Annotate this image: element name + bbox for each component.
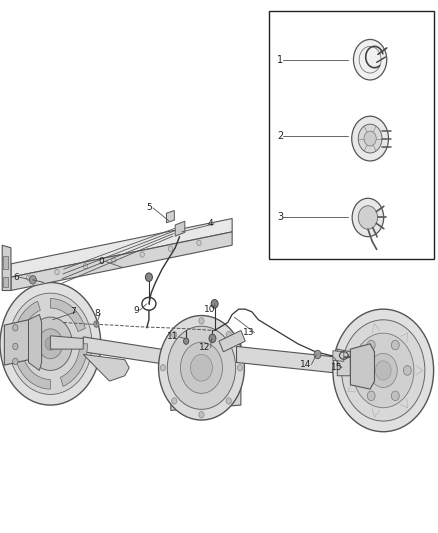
Circle shape [26,275,31,280]
Text: 8: 8 [94,309,100,318]
Circle shape [94,321,99,327]
Circle shape [333,309,434,432]
Polygon shape [83,337,171,365]
Polygon shape [171,330,241,410]
Text: 11: 11 [167,333,179,341]
Circle shape [13,343,18,350]
Circle shape [45,337,56,350]
Circle shape [199,411,204,418]
Polygon shape [333,351,344,361]
Circle shape [28,317,72,370]
Circle shape [160,365,166,371]
Polygon shape [2,245,11,290]
Text: 1: 1 [277,55,283,64]
Bar [269,11,434,259]
Circle shape [353,39,387,80]
Circle shape [55,269,59,274]
Circle shape [184,338,189,344]
Circle shape [180,342,223,393]
Polygon shape [4,320,31,365]
Circle shape [211,300,218,308]
Circle shape [352,198,384,237]
Polygon shape [350,344,374,389]
Circle shape [226,398,231,404]
Text: 7: 7 [70,308,76,316]
Circle shape [355,366,363,375]
Circle shape [172,332,177,338]
Circle shape [352,116,389,161]
Circle shape [191,354,212,381]
Text: 2: 2 [277,131,283,141]
Circle shape [364,131,376,146]
Circle shape [358,206,378,229]
Text: 15: 15 [331,364,342,372]
Circle shape [369,353,397,387]
Circle shape [391,391,399,401]
Polygon shape [166,211,174,223]
Circle shape [83,263,88,269]
Text: 12: 12 [199,343,211,352]
Circle shape [375,361,391,380]
Polygon shape [175,221,185,236]
Polygon shape [11,232,232,290]
Text: 5: 5 [147,204,152,212]
Polygon shape [337,349,350,376]
Circle shape [29,276,36,284]
Circle shape [314,350,321,359]
Circle shape [358,124,382,153]
Bar [3,277,8,287]
Circle shape [140,252,145,257]
Text: 6: 6 [13,273,19,281]
Wedge shape [13,301,40,344]
Text: 4: 4 [208,220,214,228]
Circle shape [38,329,63,359]
Circle shape [167,326,236,409]
Wedge shape [60,344,88,386]
Circle shape [112,257,116,263]
Circle shape [145,273,152,281]
Circle shape [13,325,18,331]
Text: 3: 3 [277,213,283,222]
Circle shape [237,365,243,371]
Circle shape [172,398,177,404]
Polygon shape [219,330,245,352]
Wedge shape [50,298,85,332]
Circle shape [391,340,399,350]
Wedge shape [15,356,50,389]
Circle shape [0,282,101,405]
Polygon shape [83,354,129,381]
Polygon shape [11,219,232,277]
Text: 9: 9 [134,306,139,314]
Circle shape [226,332,231,338]
Circle shape [367,391,375,401]
Circle shape [353,333,414,408]
Circle shape [199,318,204,324]
Text: 13: 13 [243,328,254,337]
Circle shape [342,320,425,421]
Text: 14: 14 [300,360,311,369]
Polygon shape [237,346,337,373]
Circle shape [197,240,201,246]
Circle shape [13,358,18,365]
Circle shape [403,366,411,375]
Circle shape [159,316,244,420]
Polygon shape [28,314,42,370]
Circle shape [367,340,375,350]
Text: 10: 10 [204,305,215,313]
Polygon shape [50,336,83,349]
Circle shape [168,246,173,252]
Text: 0: 0 [99,257,104,265]
Circle shape [209,334,216,343]
Circle shape [9,293,92,394]
Bar [3,256,8,269]
